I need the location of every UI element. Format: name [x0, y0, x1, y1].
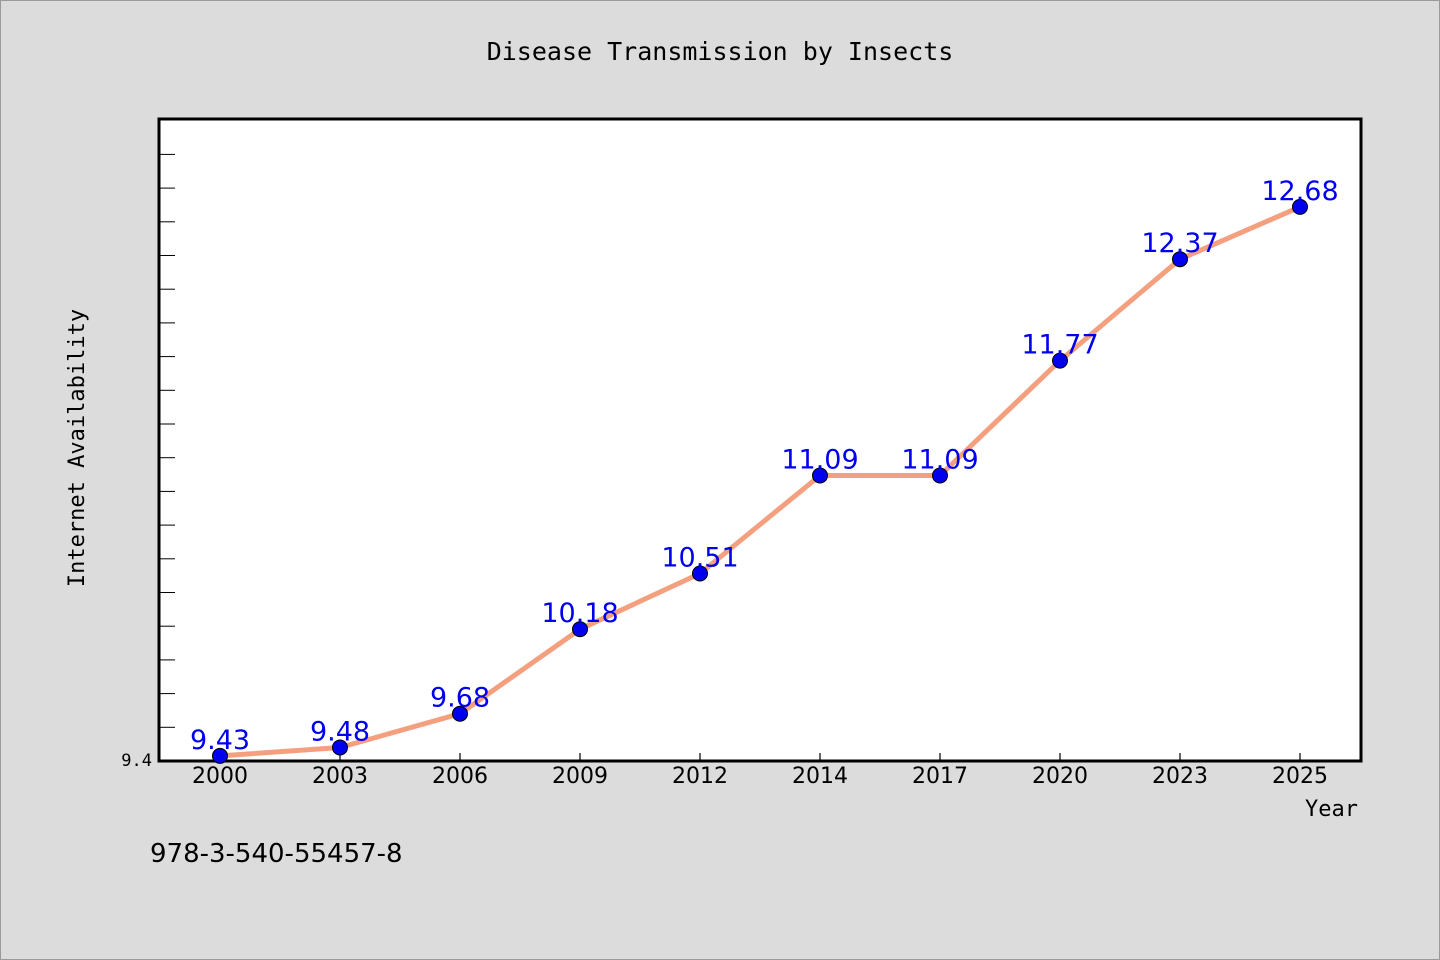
x-tick-label: 2009 — [552, 764, 608, 789]
data-label: 11.09 — [901, 445, 978, 476]
data-point-marker — [1172, 251, 1188, 268]
data-label: 9.68 — [430, 683, 490, 714]
data-labels: 9.43 9.48 9.68 10.18 10.51 11.09 11.09 11.77 12.… — [190, 176, 1339, 756]
data-point-marker — [452, 705, 468, 722]
footer-isbn-text: 978-3-540-55457-8 — [150, 839, 403, 869]
data-label: 9.43 — [190, 725, 250, 756]
x-axis-ticks — [219, 753, 1301, 761]
series-line — [217, 204, 1303, 759]
data-label: 12.68 — [1261, 176, 1338, 207]
x-tick-label: 2000 — [192, 764, 248, 789]
x-tick-label: 2025 — [1272, 764, 1328, 789]
x-tick-label: 2023 — [1152, 764, 1208, 789]
x-tick-label: 2006 — [432, 764, 488, 789]
data-point-marker — [692, 565, 708, 582]
x-tick-label: 2014 — [792, 764, 848, 789]
data-point-marker — [932, 467, 948, 484]
x-axis-tick-labels: 2000 2003 2006 2009 2012 2014 2017 2020 2023 2025 — [192, 764, 1328, 789]
data-point-marker — [812, 467, 828, 484]
data-point-marker — [1292, 198, 1308, 215]
plot-area — [157, 117, 1363, 763]
y-axis-label: Internet Availability — [65, 309, 90, 587]
y-tick-label: 9.4 — [121, 751, 152, 771]
x-tick-label: 2012 — [672, 764, 728, 789]
y-axis-ticks — [159, 153, 175, 762]
data-point-marker — [572, 621, 588, 638]
data-point-marker — [1052, 352, 1068, 369]
data-markers — [212, 198, 1308, 764]
data-label: 12.37 — [1141, 228, 1218, 259]
chart-title: Disease Transmission by Insects — [487, 37, 954, 66]
x-tick-label: 2020 — [1032, 764, 1088, 789]
data-label: 10.18 — [541, 598, 618, 629]
data-label: 9.48 — [310, 717, 370, 748]
data-label: 10.51 — [661, 543, 738, 574]
x-axis-label: Year — [1305, 797, 1358, 822]
data-label: 11.09 — [781, 445, 858, 476]
data-point-marker — [332, 739, 348, 756]
x-tick-label: 2003 — [312, 764, 368, 789]
data-point-marker — [212, 747, 228, 764]
x-tick-label: 2017 — [912, 764, 968, 789]
data-label: 11.77 — [1021, 330, 1098, 361]
